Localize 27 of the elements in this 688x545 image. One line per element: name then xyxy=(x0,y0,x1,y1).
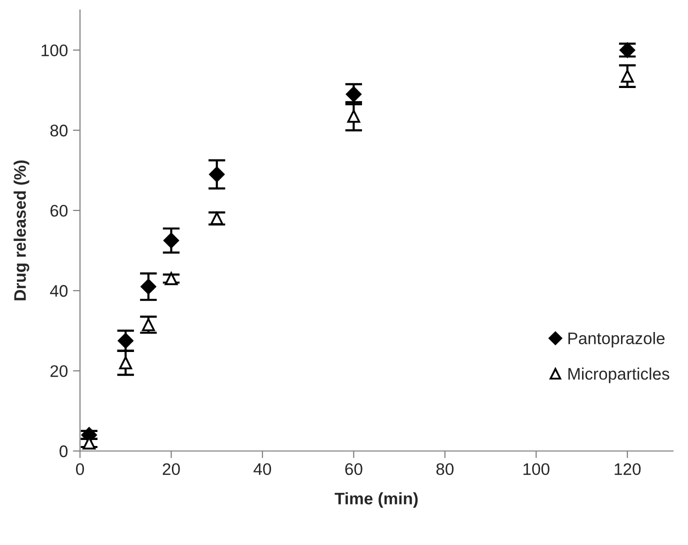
x-tick-label: 20 xyxy=(162,463,180,476)
point xyxy=(210,212,224,225)
point xyxy=(163,232,180,248)
point xyxy=(347,110,360,123)
point xyxy=(142,318,155,332)
point xyxy=(119,356,132,370)
legend-label: Pantoprazole xyxy=(568,332,665,348)
y-tick-label: 60 xyxy=(50,204,68,217)
point xyxy=(164,272,178,286)
x-tick-label: 0 xyxy=(76,463,84,476)
point xyxy=(346,86,362,102)
legend-label: Microparticles xyxy=(568,368,670,384)
x-tick-label: 120 xyxy=(614,463,641,476)
x-tick-label: 100 xyxy=(524,463,550,476)
y-tick-label: 0 xyxy=(60,445,68,458)
y-tick-label: 40 xyxy=(50,285,68,297)
point xyxy=(620,70,634,83)
point xyxy=(209,166,225,182)
x-axis-title: Time (min) xyxy=(334,492,418,508)
x-tick-label: 80 xyxy=(436,463,454,476)
point xyxy=(140,278,156,294)
y-axis-title: Drug released (%) xyxy=(14,160,30,300)
y-tick-label: 80 xyxy=(50,124,68,136)
y-tick-label: 20 xyxy=(50,365,68,378)
x-tick-label: 40 xyxy=(254,463,272,476)
x-tick-label: 60 xyxy=(345,463,362,476)
y-tick-label: 100 xyxy=(42,44,68,56)
